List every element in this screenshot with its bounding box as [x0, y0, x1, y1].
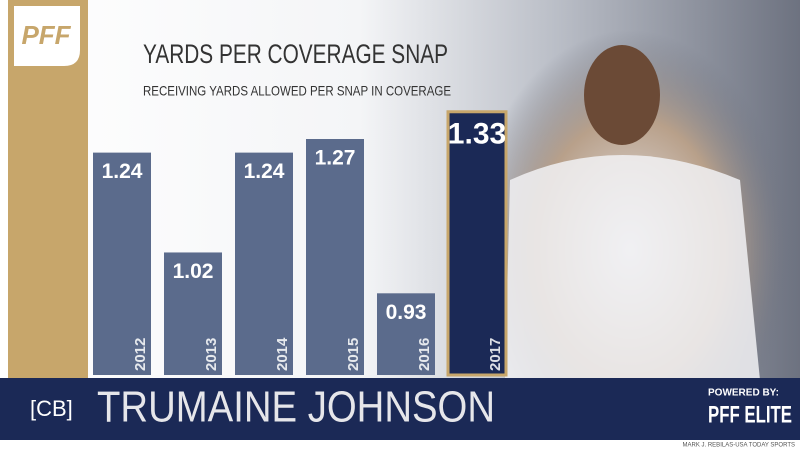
- logo-badge: [14, 6, 80, 66]
- bar: [446, 110, 508, 377]
- x-tick-label: 2015: [345, 338, 362, 371]
- player-name: TRUMAINE JOHNSON: [97, 383, 495, 432]
- bar: [235, 152, 293, 375]
- value-label: 1.24: [244, 160, 285, 183]
- bar: [164, 252, 222, 375]
- player-head: [584, 45, 660, 145]
- value-label: 1.33: [448, 118, 506, 151]
- value-label: 1.24: [102, 160, 143, 183]
- bottom-strip: [0, 440, 800, 450]
- player-jersey: [505, 155, 760, 380]
- x-tick-label: 2014: [274, 337, 291, 371]
- bar: [377, 293, 435, 375]
- bar: [93, 152, 151, 375]
- photo-credit: MARK J. REBILAS-USA TODAY SPORTS: [683, 443, 795, 449]
- value-label: 1.02: [173, 260, 214, 283]
- value-label: 1.27: [315, 147, 356, 170]
- powered-by: POWERED BY:: [708, 388, 779, 399]
- bars: 1.24 2012 1.02 2013 1.24 2014 1.27 2015 0.93 2016…: [93, 110, 508, 377]
- x-tick-label: 2017: [487, 338, 504, 371]
- x-tick-label: 2013: [203, 338, 220, 371]
- bar: [306, 139, 364, 375]
- position: [CB]: [30, 396, 73, 421]
- name-banner: [0, 378, 800, 440]
- x-tick-label: 2016: [416, 338, 433, 371]
- x-tick-label: 2012: [132, 338, 149, 371]
- chart-subtitle: RECEIVING YARDS ALLOWED PER SNAP IN COVE…: [143, 83, 451, 99]
- value-label: 0.93: [386, 301, 427, 324]
- brand: PFF ELITE: [708, 401, 792, 428]
- logo: PFF: [21, 20, 71, 50]
- chart-title: YARDS PER COVERAGE SNAP: [143, 39, 448, 69]
